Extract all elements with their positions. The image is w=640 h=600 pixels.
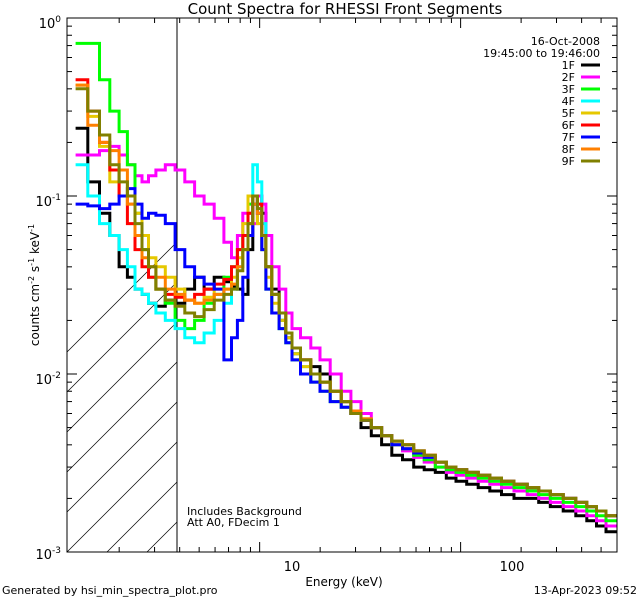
footer-timestamp: 13-Apr-2023 09:52	[534, 584, 637, 597]
series-layer	[75, 41, 617, 534]
hatch-line	[227, 18, 640, 552]
x-tick-label-10: 10	[284, 560, 301, 575]
legend-label-5f: 5F	[562, 107, 575, 120]
series-line-5f	[75, 83, 617, 518]
y-axis-label: counts cm-2 s-1 keV-1	[27, 224, 42, 346]
hatch-line	[387, 18, 640, 552]
hatch-line	[347, 18, 640, 552]
series-line-8f	[75, 83, 617, 518]
legend-label-1f: 1F	[562, 59, 575, 72]
y-tick-label-1: 100	[39, 15, 62, 32]
series-line-9f	[75, 87, 617, 518]
hatch-line	[67, 401, 177, 513]
hatch-line	[627, 18, 640, 552]
hatch-line	[67, 441, 177, 552]
plot-frame	[66, 17, 618, 553]
series-line-7f	[75, 187, 617, 518]
legend-label-3f: 3F	[562, 83, 575, 96]
hatch-line	[587, 18, 640, 552]
legend-label-2f: 2F	[562, 71, 575, 84]
y-tick-label-0-1: 10-1	[35, 193, 61, 210]
series-line-2f	[75, 144, 617, 528]
legend-time-range: 19:45:00 to 19:46:00	[483, 47, 600, 60]
chart-title: Count Spectra for RHESSI Front Segments	[188, 0, 503, 18]
hatch-line	[67, 241, 177, 353]
annotation-background: Includes Background	[187, 505, 302, 518]
legend-label-7f: 7F	[562, 131, 575, 144]
legend-date: 16-Oct-2008	[531, 35, 600, 48]
hatch-line	[67, 321, 177, 433]
hatched-region	[67, 18, 640, 552]
legend-label-8f: 8F	[562, 143, 575, 156]
series-line-4f	[75, 163, 617, 518]
hatch-line	[106, 481, 177, 552]
annotation-attenuator: Att A0, FDecim 1	[187, 516, 280, 529]
hatch-line	[67, 361, 177, 473]
legend-label-4f: 4F	[562, 95, 575, 108]
x-axis-label: Energy (keV)	[305, 575, 382, 589]
legend-label-9f: 9F	[562, 155, 575, 168]
hatch-line	[467, 18, 640, 552]
series-line-6f	[75, 78, 617, 518]
x-tick-label-100: 100	[500, 560, 525, 575]
y-tick-label-0-01: 10-2	[35, 371, 61, 388]
legend-label-6f: 6F	[562, 119, 575, 132]
series-line-1f	[75, 126, 617, 534]
footer-generated-by: Generated by hsi_min_spectra_plot.pro	[2, 584, 218, 597]
y-tick-label-0-001: 10-3	[35, 546, 61, 563]
axis-ticks	[67, 17, 618, 553]
